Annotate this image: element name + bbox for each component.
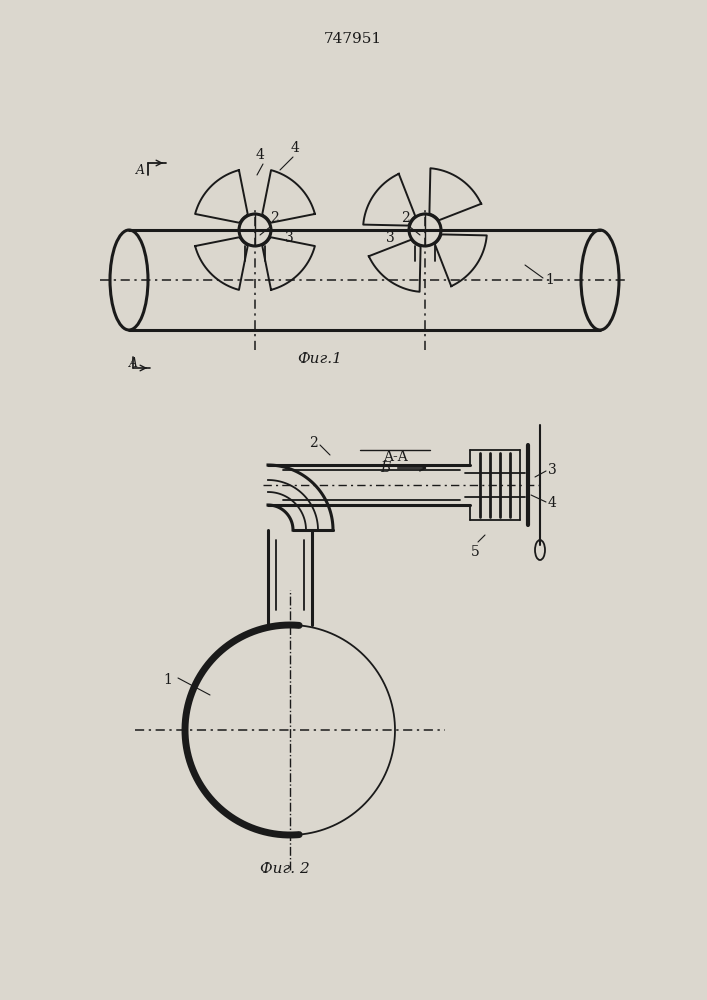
Text: 4: 4 — [291, 141, 300, 155]
Text: 747951: 747951 — [324, 32, 382, 46]
Text: 2: 2 — [309, 436, 318, 450]
Text: Б: Б — [380, 461, 390, 475]
Text: 1: 1 — [163, 673, 173, 687]
Text: 4: 4 — [255, 148, 264, 162]
Text: 3: 3 — [548, 463, 556, 477]
Text: 1: 1 — [545, 273, 554, 287]
Text: A-A: A-A — [382, 450, 407, 464]
Text: 2: 2 — [270, 211, 279, 225]
Text: Фиг.1: Фиг.1 — [298, 352, 342, 366]
Text: 5: 5 — [471, 545, 479, 559]
Text: 3: 3 — [386, 231, 395, 245]
Text: 2: 2 — [402, 211, 410, 225]
Text: A: A — [129, 357, 137, 370]
Text: Фиг. 2: Фиг. 2 — [260, 862, 310, 876]
Text: 4: 4 — [548, 496, 557, 510]
Text: 3: 3 — [285, 231, 293, 245]
Text: A: A — [136, 163, 145, 176]
